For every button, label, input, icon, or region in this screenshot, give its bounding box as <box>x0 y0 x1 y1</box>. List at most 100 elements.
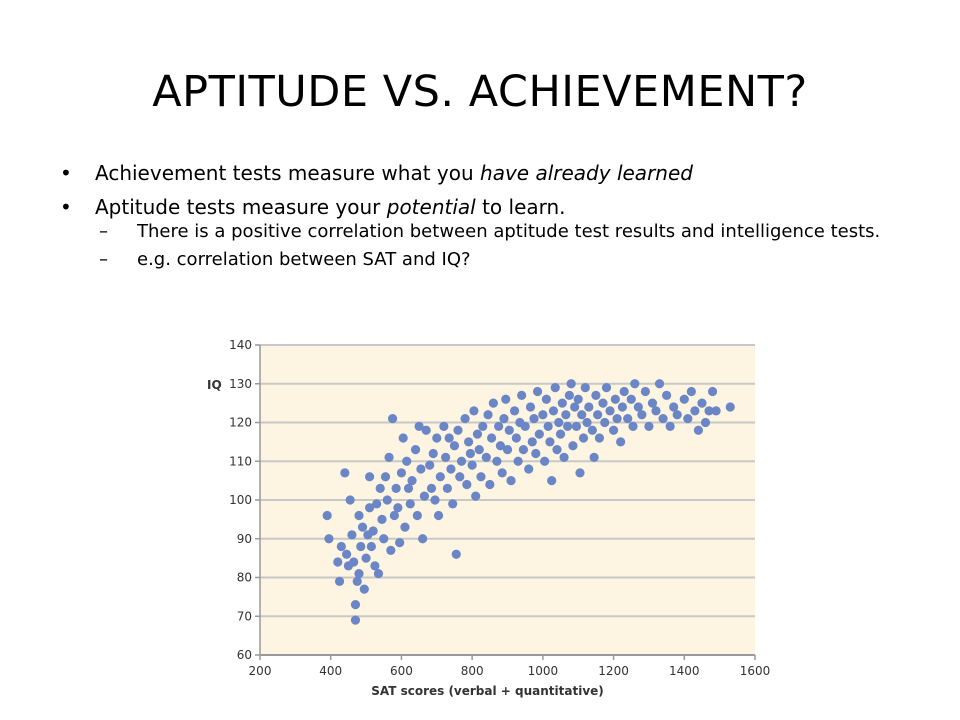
data-point <box>552 445 562 455</box>
data-point <box>564 390 574 400</box>
data-point <box>563 421 573 431</box>
data-point <box>640 386 650 397</box>
data-point <box>359 584 369 594</box>
data-point <box>349 557 359 567</box>
data-point <box>435 472 445 482</box>
data-point <box>686 386 696 397</box>
x-tick-label: 400 <box>319 664 342 678</box>
data-point <box>467 460 477 470</box>
data-point <box>570 402 580 412</box>
data-point <box>502 445 513 455</box>
data-point <box>324 534 334 544</box>
bullet-achievement-emphasis: have already learned <box>480 161 693 185</box>
data-point <box>432 433 442 443</box>
data-point <box>396 468 407 478</box>
data-point <box>472 429 483 439</box>
data-point <box>679 394 689 404</box>
x-tick-label: 1600 <box>740 664 771 678</box>
data-point <box>365 503 375 513</box>
data-point <box>460 414 470 424</box>
data-point <box>571 421 582 431</box>
data-point <box>520 421 530 431</box>
data-point <box>693 425 704 435</box>
x-tick-label: 200 <box>249 664 272 678</box>
data-point <box>610 394 620 404</box>
data-point <box>566 379 576 389</box>
x-tick-label: 1400 <box>669 664 700 678</box>
data-point <box>375 483 385 493</box>
data-point <box>380 472 391 482</box>
data-point <box>568 441 578 451</box>
data-point <box>612 414 622 424</box>
data-point <box>418 534 428 544</box>
data-point <box>361 553 371 563</box>
data-point <box>725 402 735 412</box>
data-point <box>504 425 514 435</box>
data-point <box>412 510 422 521</box>
data-point <box>384 452 394 462</box>
data-point <box>580 383 590 393</box>
y-tick-label: 120 <box>229 416 252 430</box>
data-point <box>386 545 396 555</box>
data-point <box>416 464 426 474</box>
bullet-achievement-text: Achievement tests measure what you <box>95 161 481 185</box>
data-point <box>554 417 564 428</box>
data-point <box>448 499 458 509</box>
x-tick-label: 600 <box>390 664 413 678</box>
data-point <box>439 421 449 431</box>
data-point <box>578 433 589 443</box>
data-point <box>690 406 700 416</box>
data-point <box>619 386 629 397</box>
data-point <box>658 414 668 424</box>
data-point <box>538 410 548 420</box>
axes <box>255 344 756 660</box>
data-point <box>531 448 541 459</box>
sub-bullet-correlation: There is a positive correlation between … <box>95 222 920 243</box>
data-point <box>403 483 414 493</box>
data-point <box>379 534 389 544</box>
data-point <box>550 383 560 393</box>
data-point <box>651 406 661 416</box>
data-point <box>483 410 493 420</box>
data-point <box>623 414 633 424</box>
data-point <box>481 452 491 462</box>
data-point <box>633 402 643 412</box>
data-point <box>464 437 474 447</box>
data-point <box>548 406 559 416</box>
data-point <box>591 390 601 400</box>
data-point <box>601 383 612 393</box>
scatter-chart-svg: 200 400 600 800 1000 1200 1400 1600 60 70 80 90 100 1… <box>207 338 770 698</box>
data-point <box>449 441 460 451</box>
bullet-achievement: Achievement tests measure what you have … <box>60 160 920 186</box>
data-point <box>559 452 569 462</box>
data-point <box>626 394 636 404</box>
data-point <box>336 541 346 552</box>
data-point <box>342 549 352 559</box>
y-tick-label: 130 <box>229 377 252 391</box>
data-point <box>402 456 412 466</box>
data-point <box>532 386 543 397</box>
data-point <box>391 483 401 493</box>
data-point <box>540 456 550 466</box>
sub-bullet-list: There is a positive correlation between … <box>95 222 920 271</box>
data-point <box>582 417 592 428</box>
tick-labels: 200 400 600 800 1000 1200 1400 1600 60 70 80 90 100 1… <box>229 338 770 678</box>
data-point <box>525 402 536 412</box>
data-point <box>584 402 594 412</box>
y-tick-label: 80 <box>237 571 252 585</box>
data-point <box>488 398 498 408</box>
data-point <box>608 425 619 435</box>
data-point <box>356 541 366 552</box>
x-tick-label: 800 <box>461 664 484 678</box>
y-tick-label: 90 <box>237 532 252 546</box>
data-point <box>456 456 467 466</box>
data-point <box>354 510 364 521</box>
data-point <box>357 522 368 532</box>
data-point <box>476 472 486 482</box>
data-point <box>365 472 375 482</box>
data-point <box>497 468 507 478</box>
data-point <box>511 433 521 443</box>
data-point <box>373 569 384 579</box>
data-point <box>340 468 350 478</box>
data-point <box>455 472 465 482</box>
